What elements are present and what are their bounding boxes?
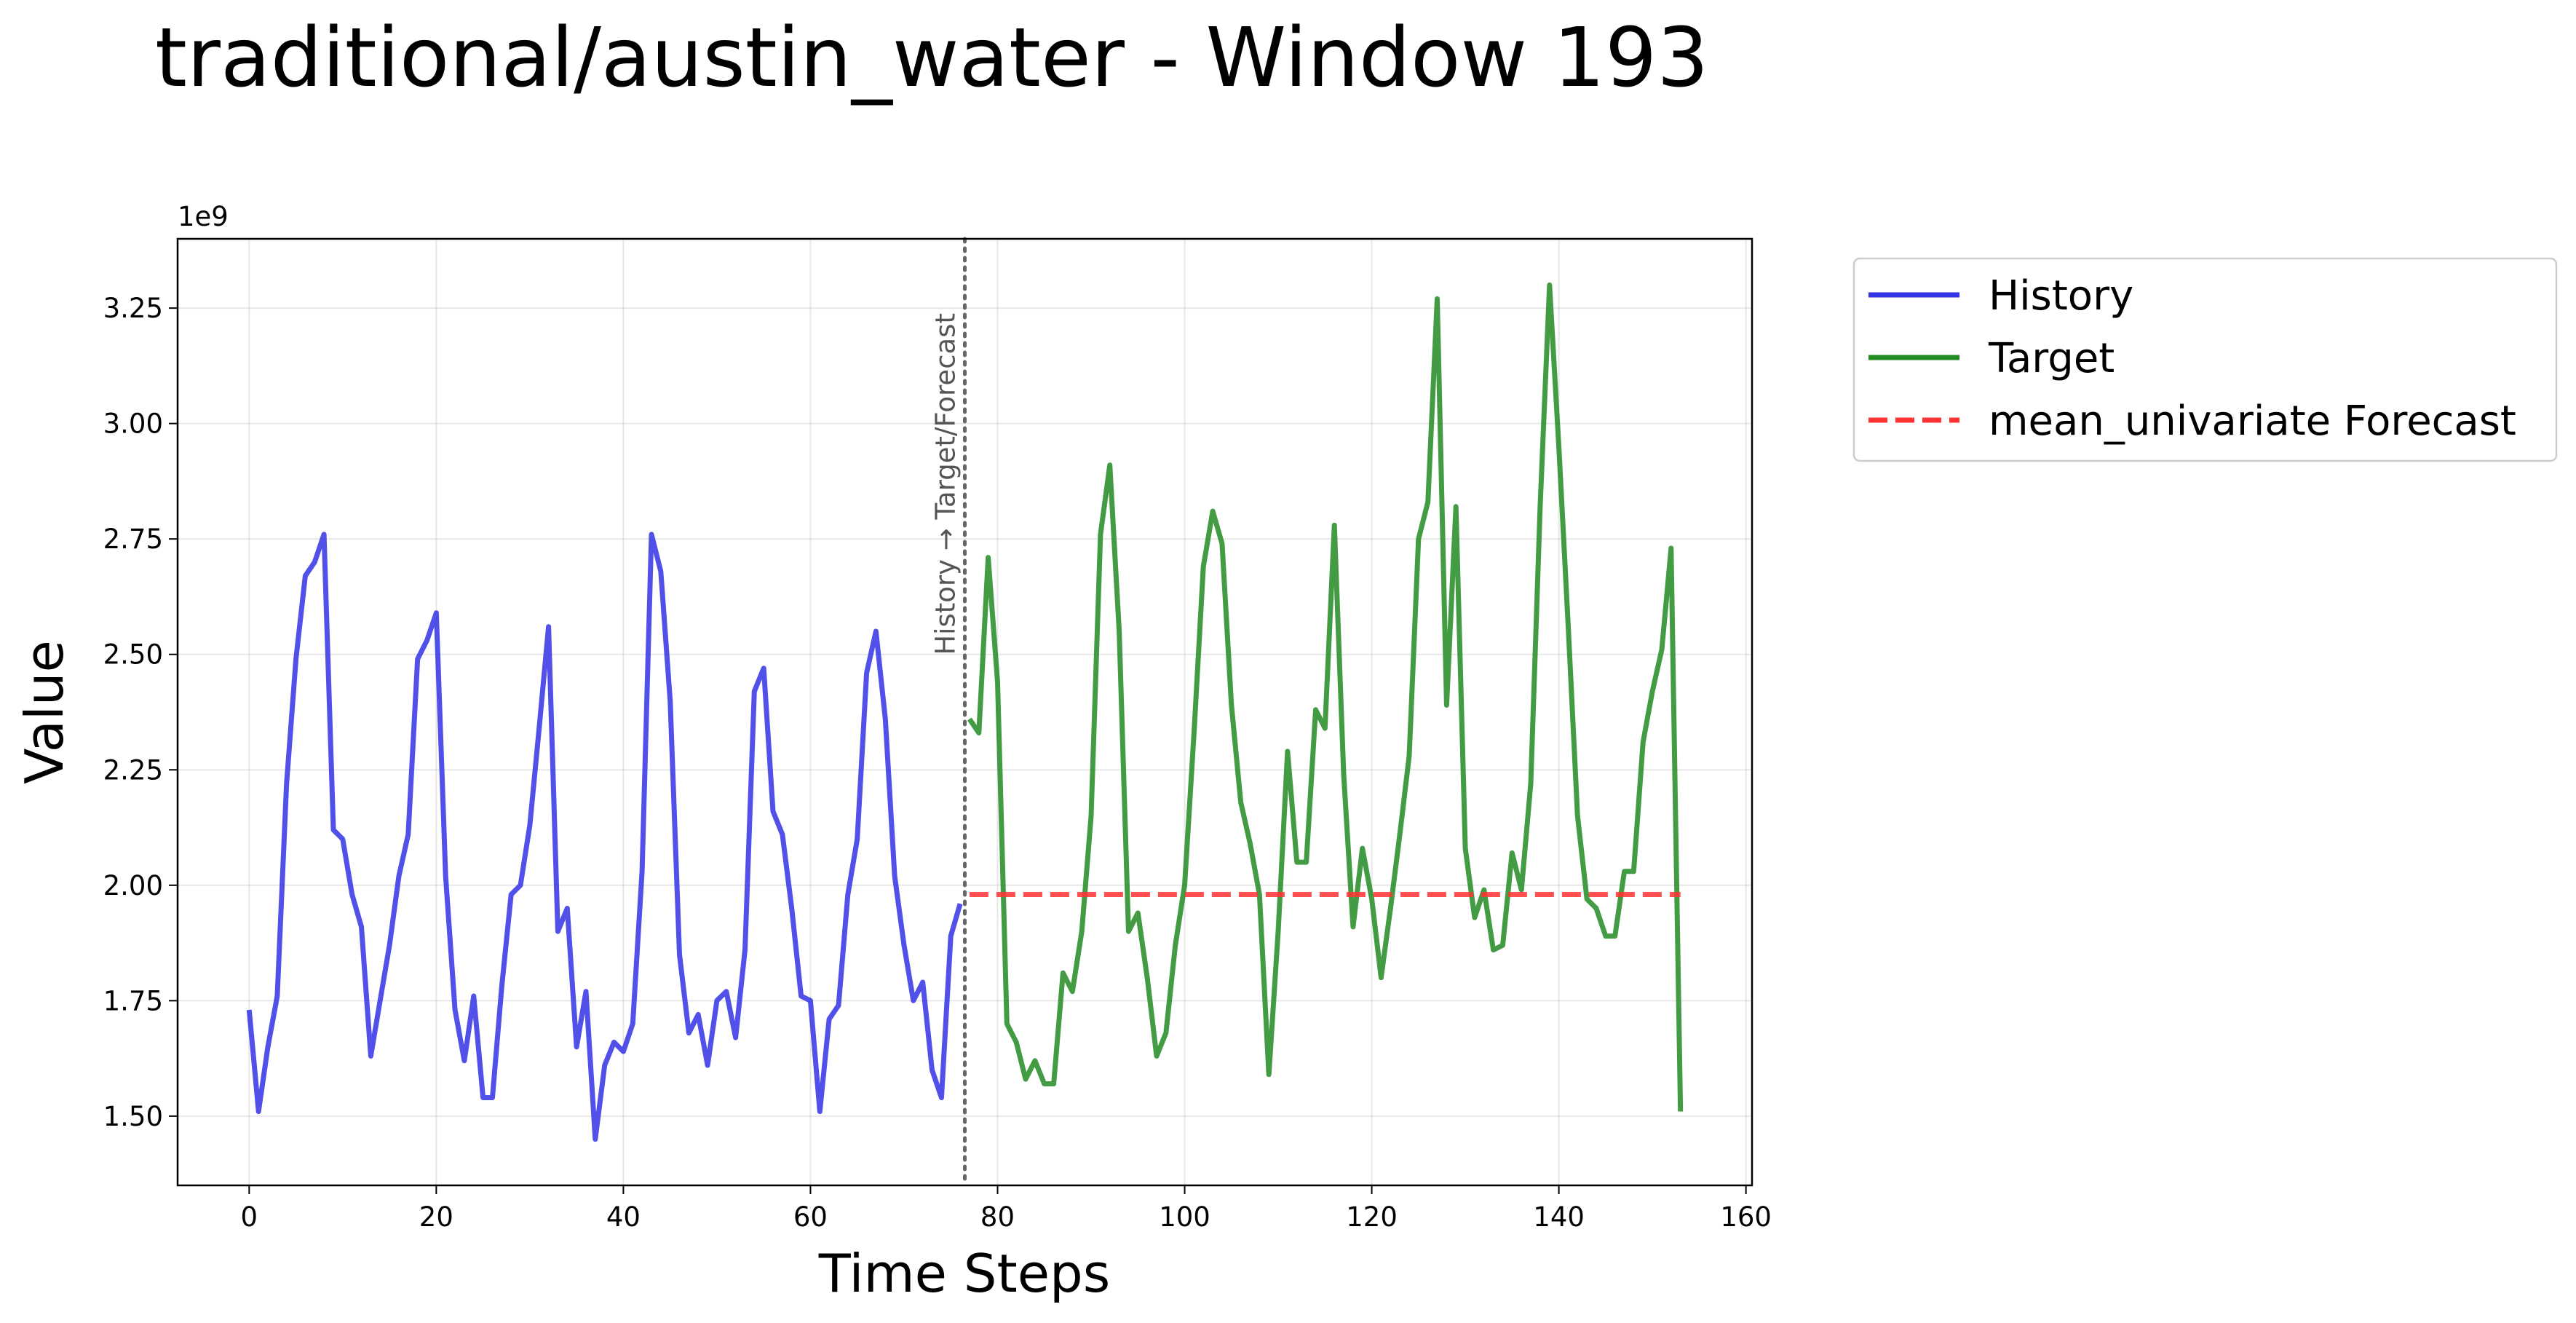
divider-label: History → Target/Forecast [930,313,962,655]
plot-area [246,282,1684,1142]
y-tick-label: 2.25 [103,754,163,786]
y-axis-ticks: 1.50 1.75 2.00 2.25 2.50 2.75 3.00 3.25 [103,293,178,1132]
plot-frame [176,237,1753,1187]
x-tick-label: 0 [241,1201,258,1233]
y-tick-label: 1.50 [103,1101,163,1132]
x-tick-label: 60 [793,1201,828,1233]
x-tick-label: 120 [1346,1201,1398,1233]
y-tick-label: 3.25 [103,293,163,324]
y-tick-label: 2.00 [103,870,163,901]
legend-label-target: Target [1988,335,2115,382]
target-line [967,282,1684,1112]
x-axis-ticks: 0 20 40 60 80 100 120 140 160 [241,1185,1772,1233]
y-tick-label: 2.50 [103,639,163,671]
y-axis-label: Value [14,640,75,784]
x-tick-label: 140 [1533,1201,1585,1233]
legend-label-forecast: mean_univariate Forecast [1989,398,2516,445]
legend-label-history: History [1989,272,2133,320]
legend-frame [1852,257,2558,462]
y-tick-label: 3.00 [103,408,163,440]
x-tick-label: 20 [419,1201,453,1233]
x-tick-label: 160 [1720,1201,1772,1233]
y-tick-label: 1.75 [103,985,163,1016]
x-tick-label: 100 [1159,1201,1210,1233]
history-line [246,532,963,1142]
x-tick-label: 40 [606,1201,641,1233]
legend: History Target mean_univariate Forecast [1852,257,2558,462]
y-tick-label: 2.75 [103,524,163,555]
x-tick-label: 80 [980,1201,1015,1233]
x-axis-label: Time Steps [818,1243,1111,1304]
divider: History → Target/Forecast [930,237,967,1188]
chart-title: traditional/austin_water - Window 193 [155,11,1709,106]
y-exponent-label: 1e9 [178,201,229,232]
